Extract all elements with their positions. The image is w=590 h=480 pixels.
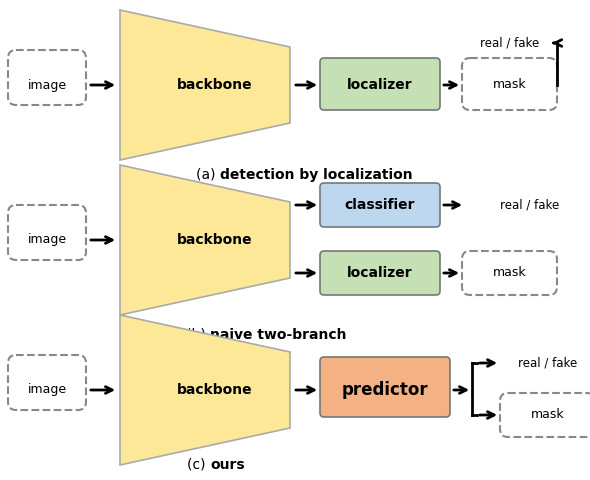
Text: (b): (b) (186, 328, 210, 342)
Text: localizer: localizer (347, 78, 413, 92)
Text: mask: mask (493, 79, 527, 92)
FancyBboxPatch shape (320, 251, 440, 295)
Polygon shape (120, 315, 290, 465)
FancyBboxPatch shape (8, 355, 86, 410)
Text: mask: mask (493, 266, 527, 279)
Text: backbone: backbone (177, 78, 253, 92)
Text: predictor: predictor (342, 381, 428, 399)
Text: (a): (a) (196, 168, 220, 182)
FancyBboxPatch shape (462, 251, 557, 295)
FancyBboxPatch shape (462, 58, 557, 110)
Text: localizer: localizer (347, 266, 413, 280)
Text: backbone: backbone (177, 383, 253, 397)
FancyBboxPatch shape (320, 58, 440, 110)
Text: backbone: backbone (177, 233, 253, 247)
Polygon shape (120, 165, 290, 315)
FancyBboxPatch shape (500, 393, 590, 437)
FancyBboxPatch shape (8, 205, 86, 260)
Text: detection by localization: detection by localization (220, 168, 412, 182)
Text: ours: ours (210, 458, 245, 472)
Text: classifier: classifier (345, 198, 415, 212)
FancyBboxPatch shape (320, 357, 450, 417)
Polygon shape (120, 10, 290, 160)
Text: naive two-branch: naive two-branch (210, 328, 346, 342)
Text: (c): (c) (187, 458, 210, 472)
Text: image: image (28, 384, 67, 396)
Text: image: image (28, 79, 67, 92)
Text: real / fake: real / fake (519, 357, 578, 370)
Text: real / fake: real / fake (480, 36, 540, 49)
FancyBboxPatch shape (320, 183, 440, 227)
FancyBboxPatch shape (8, 50, 86, 105)
Text: image: image (28, 233, 67, 247)
Text: mask: mask (531, 408, 565, 421)
Text: real / fake: real / fake (500, 199, 560, 212)
